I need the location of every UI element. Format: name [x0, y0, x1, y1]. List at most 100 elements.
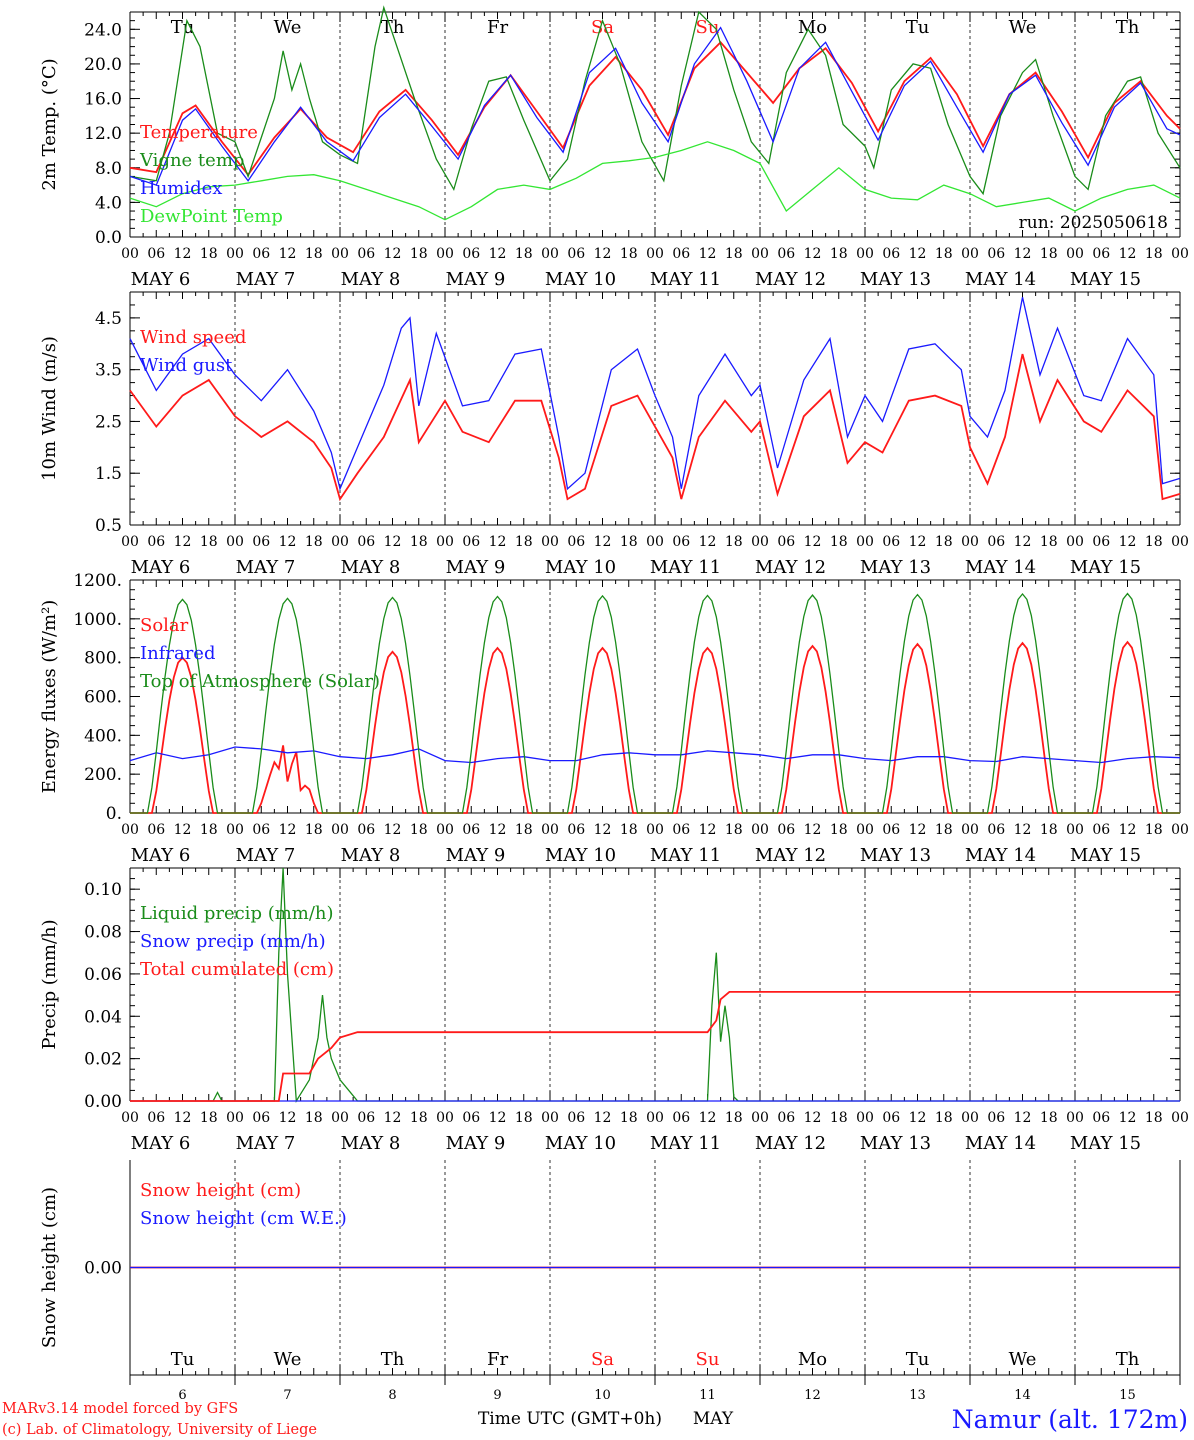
hour-tick-label: 12	[174, 1110, 192, 1126]
hour-tick-label: 18	[830, 822, 848, 838]
day-number-label: 7	[283, 1388, 291, 1403]
date-label: MAY 12	[755, 845, 826, 866]
hour-tick-label: 12	[489, 246, 507, 262]
y-tick-label: 3.5	[95, 361, 122, 381]
hour-tick-label: 18	[1040, 822, 1058, 838]
date-label: MAY 8	[341, 269, 401, 290]
hour-tick-label: 00	[331, 822, 349, 838]
legend-entry: Snow height (cm)	[140, 1180, 301, 1201]
hour-tick-label: 12	[279, 534, 297, 550]
weekday-label: Sa	[591, 1349, 614, 1370]
hour-tick-label: 06	[1092, 822, 1110, 838]
x-axis-month: MAY	[693, 1409, 734, 1429]
date-label: MAY 13	[860, 845, 931, 866]
hour-tick-label: 06	[777, 822, 795, 838]
hour-tick-label: 00	[121, 534, 139, 550]
hour-tick-label: 18	[935, 822, 953, 838]
date-label: MAY 7	[236, 1133, 296, 1154]
hour-tick-label: 06	[777, 246, 795, 262]
y-axis-title: Snow height (cm)	[39, 1187, 60, 1348]
date-label: MAY 7	[236, 557, 296, 578]
date-label: MAY 14	[965, 269, 1036, 290]
hour-tick-label: 18	[830, 1110, 848, 1126]
hour-tick-label: 12	[699, 822, 717, 838]
weekday-label: Mo	[798, 17, 827, 38]
hour-tick-label: 00	[541, 822, 559, 838]
weekday-label: We	[1009, 1349, 1037, 1370]
hour-tick-label: 00	[121, 246, 139, 262]
hour-tick-label: 12	[699, 1110, 717, 1126]
hour-tick-label: 18	[200, 1110, 218, 1126]
date-label: MAY 8	[341, 557, 401, 578]
legend-entry: Solar	[140, 615, 189, 636]
series-group	[129, 297, 1181, 502]
hour-tick-label: 18	[935, 534, 953, 550]
hour-tick-label: 18	[305, 1110, 323, 1126]
hour-tick-label: 06	[252, 822, 270, 838]
series-group	[129, 592, 1181, 814]
hour-tick-label: 00	[226, 1110, 244, 1126]
legend-entry: Snow height (cm W.E.)	[140, 1208, 347, 1229]
series-line-4	[129, 141, 1181, 221]
hour-tick-label: 00	[226, 534, 244, 550]
hour-tick-label: 12	[1119, 534, 1137, 550]
date-label: MAY 7	[236, 269, 296, 290]
weekday-label: Tu	[906, 1349, 930, 1370]
y-axis-title: 10m Wind (m/s)	[39, 336, 60, 481]
hour-tick-label: 06	[462, 534, 480, 550]
hour-tick-label: 18	[515, 1110, 533, 1126]
hour-tick-label: 00	[541, 1110, 559, 1126]
hour-tick-label: 06	[1092, 534, 1110, 550]
day-number-label: 12	[804, 1388, 821, 1403]
legend-entry: DewPoint Temp	[140, 206, 283, 227]
hour-tick-label: 18	[200, 534, 218, 550]
hour-tick-label: 12	[1014, 1110, 1032, 1126]
hour-tick-label: 06	[252, 1110, 270, 1126]
hour-tick-label: 18	[410, 822, 428, 838]
date-label: MAY 14	[965, 1133, 1036, 1154]
hour-tick-label: 00	[646, 246, 664, 262]
date-label: MAY 6	[131, 1133, 191, 1154]
date-label: MAY 15	[1070, 1133, 1141, 1154]
day-number-label: 13	[909, 1388, 926, 1403]
weekday-label: Fr	[487, 17, 508, 38]
hour-tick-label: 12	[279, 246, 297, 262]
hour-tick-label: 06	[567, 246, 585, 262]
date-label: MAY 10	[545, 269, 616, 290]
series-group	[129, 5, 1181, 221]
hour-tick-label: 00	[961, 534, 979, 550]
series-group	[130, 867, 1180, 1104]
chart-panel-4: 0.00 0.02 0.04 0.06 0.08 0.10 Precip (mm/h) 00 0…	[39, 867, 1189, 1154]
weekday-label: Th	[1116, 1349, 1140, 1370]
y-axis-title: Energy fluxes (W/m²)	[39, 600, 60, 794]
weekday-label: Su	[696, 17, 720, 38]
y-tick-label: 8.0	[95, 159, 122, 179]
hour-tick-label: 18	[725, 1110, 743, 1126]
date-label: MAY 10	[545, 845, 616, 866]
hour-tick-label: 12	[279, 822, 297, 838]
hour-tick-label: 18	[620, 246, 638, 262]
hour-tick-label: 12	[489, 822, 507, 838]
x-axis-label: Time UTC (GMT+0h)	[478, 1409, 662, 1429]
series-line-3	[130, 991, 1180, 1102]
y-tick-label: 0.06	[84, 965, 122, 985]
date-label: MAY 13	[860, 269, 931, 290]
hour-tick-label: 12	[909, 1110, 927, 1126]
hour-tick-label: 00	[226, 822, 244, 838]
credit-line-2: (c) Lab. of Climatology, University of L…	[2, 1422, 317, 1438]
hour-tick-label: 18	[305, 246, 323, 262]
hour-tick-label: 12	[594, 1110, 612, 1126]
legend-entry: Wind speed	[140, 327, 246, 348]
hour-tick-label: 12	[909, 246, 927, 262]
hour-tick-label: 00	[856, 1110, 874, 1126]
hour-tick-label: 18	[830, 246, 848, 262]
hour-tick-label: 00	[646, 534, 664, 550]
hour-tick-label: 06	[882, 534, 900, 550]
hour-tick-label: 06	[357, 822, 375, 838]
hour-tick-label: 18	[410, 246, 428, 262]
y-tick-label: 16.0	[84, 90, 122, 110]
date-label: MAY 11	[650, 845, 721, 866]
hour-tick-label: 18	[1145, 246, 1163, 262]
hour-tick-label: 00	[1066, 822, 1084, 838]
